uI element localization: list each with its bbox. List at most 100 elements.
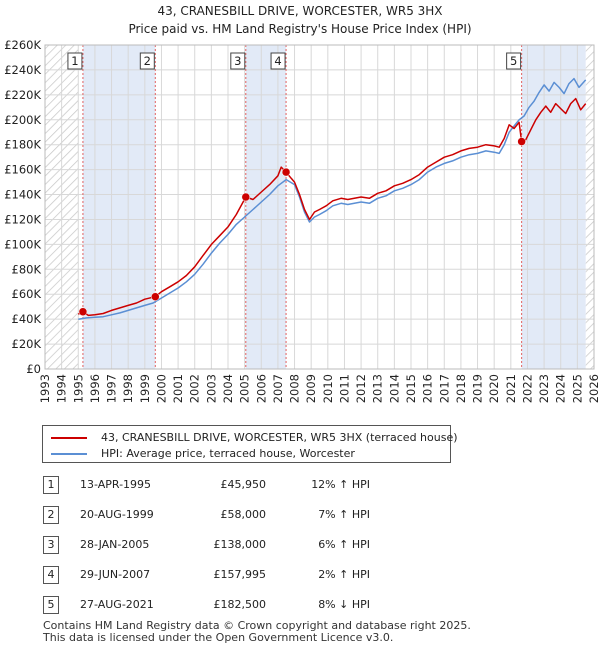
plot-border [44, 44, 595, 370]
x-tick-label: 2015 [404, 374, 418, 403]
x-tick-label: 1997 [105, 374, 119, 403]
sale-label-number: 1 [71, 54, 78, 68]
sale-point [517, 137, 526, 146]
y-tick-label: £220K [4, 88, 41, 102]
sale-label-number: 3 [234, 54, 241, 68]
x-tick-label: 2001 [171, 374, 185, 403]
x-tick-label: 2016 [421, 374, 435, 403]
x-tick-label: 2010 [321, 374, 335, 403]
x-tick-label: 2021 [504, 374, 518, 403]
sale-point [151, 292, 160, 301]
x-tick-label: 1998 [121, 374, 135, 403]
x-tick-label: 2013 [371, 374, 385, 403]
x-tick-label: 1996 [88, 374, 102, 403]
y-tick-label: £260K [4, 38, 41, 52]
ownership-shade [245, 45, 287, 369]
sale-number-badge: 3 [43, 536, 59, 554]
y-tick-label: £100K [4, 237, 41, 251]
hatched-range [585, 45, 594, 369]
x-tick-label: 2004 [221, 374, 235, 403]
footer-line-licence: This data is licensed under the Open Gov… [43, 631, 394, 644]
sale-label-box [139, 52, 155, 70]
sale-number-badge: 5 [43, 596, 59, 614]
x-tick-label: 2026 [587, 374, 600, 403]
x-tick-label: 2018 [454, 374, 468, 403]
legend-swatch-hpi [51, 452, 87, 455]
footer-notice: Contains HM Land Registry data © Crown c… [43, 620, 471, 644]
x-tick-label: 2025 [570, 374, 584, 403]
chart-subtitle: Price paid vs. HM Land Registry's House … [128, 22, 471, 36]
sale-price: £157,995 [213, 568, 267, 581]
x-tick-label: 2005 [238, 374, 252, 403]
sale-label-number: 4 [274, 54, 281, 68]
x-tick-label: 2024 [554, 374, 568, 403]
sale-point [281, 167, 291, 177]
sale-row: 4 29-JUN-2007 £157,995 2% ↑ HPI [0, 566, 600, 586]
legend-item-hpi: HPI: Average price, terraced house, Worc… [51, 447, 355, 460]
y-tick-label: £0 [26, 362, 41, 376]
sale-number-badge: 2 [43, 506, 59, 524]
x-tick-label: 2023 [537, 374, 551, 403]
chart-legend: 43, CRANESBILL DRIVE, WORCESTER, WR5 3HX… [42, 425, 458, 463]
y-tick-label: £60K [12, 287, 42, 301]
x-tick-label: 1994 [55, 374, 69, 403]
y-tick-label: £240K [4, 63, 41, 77]
x-tick-label: 1995 [71, 374, 85, 403]
sale-price: £58,000 [220, 508, 267, 521]
sale-date: 20-AUG-1999 [80, 508, 154, 521]
sale-date: 29-JUN-2007 [80, 568, 151, 581]
sale-row: 1 13-APR-1995 £45,950 12% ↑ HPI [0, 476, 600, 496]
sale-row: 5 27-AUG-2021 £182,500 8% ↓ HPI [0, 596, 600, 616]
x-tick-label: 2007 [271, 374, 285, 403]
legend-swatch-property [51, 436, 87, 439]
sale-hpi-diff: 8% ↓ HPI [318, 598, 370, 611]
y-tick-label: £120K [4, 212, 41, 226]
y-tick-label: £140K [4, 188, 41, 202]
sale-date: 13-APR-1995 [80, 478, 152, 491]
y-tick-label: £40K [12, 312, 42, 326]
x-tick-label: 2014 [387, 374, 401, 403]
legend-label-property: 43, CRANESBILL DRIVE, WORCESTER, WR5 3HX… [101, 431, 458, 444]
sale-date: 27-AUG-2021 [80, 598, 154, 611]
x-tick-label: 2012 [354, 374, 368, 403]
legend-item-property: 43, CRANESBILL DRIVE, WORCESTER, WR5 3HX… [51, 431, 458, 444]
x-tick-label: 2020 [487, 374, 501, 403]
x-tick-label: 2009 [304, 374, 318, 403]
sale-date: 28-JAN-2005 [80, 538, 150, 551]
x-tick-label: 2019 [471, 374, 485, 403]
sale-price: £182,500 [213, 598, 267, 611]
sale-price: £138,000 [213, 538, 267, 551]
sale-point [78, 307, 88, 316]
footer-line-copyright: Contains HM Land Registry data © Crown c… [43, 619, 471, 632]
sale-label-number: 5 [510, 54, 517, 68]
x-tick-label: 2011 [337, 374, 351, 403]
y-tick-label: £180K [4, 138, 41, 152]
x-tick-label: 2003 [204, 374, 218, 403]
sale-label-box [67, 52, 83, 70]
sale-price: £45,950 [220, 478, 267, 491]
sale-label-box [270, 52, 286, 70]
series-line-hpi [78, 77, 587, 320]
y-tick-label: £160K [4, 163, 41, 177]
x-tick-label: 2006 [254, 374, 268, 403]
sale-label-box [506, 52, 522, 70]
sale-hpi-diff: 6% ↑ HPI [318, 538, 370, 551]
sale-hpi-diff: 12% ↑ HPI [311, 478, 370, 491]
x-tick-label: 2017 [437, 374, 451, 403]
sale-hpi-diff: 2% ↑ HPI [318, 568, 370, 581]
y-tick-label: £80K [12, 262, 42, 276]
price-chart: 43, CRANESBILL DRIVE, WORCESTER, WR5 3HX… [4, 4, 600, 403]
x-tick-label: 2008 [288, 374, 302, 403]
x-tick-label: 1993 [38, 374, 52, 403]
sale-hpi-diff: 7% ↑ HPI [318, 508, 370, 521]
x-tick-label: 2022 [520, 374, 534, 403]
x-tick-label: 2002 [188, 374, 202, 403]
legend-label-hpi: HPI: Average price, terraced house, Worc… [101, 447, 355, 460]
chart-title: 43, CRANESBILL DRIVE, WORCESTER, WR5 3HX [157, 4, 442, 18]
sale-number-badge: 1 [43, 476, 59, 494]
y-tick-label: £20K [12, 337, 42, 351]
sale-label-number: 2 [144, 54, 151, 68]
sale-row: 3 28-JAN-2005 £138,000 6% ↑ HPI [0, 536, 600, 556]
x-tick-label: 2000 [154, 374, 168, 403]
x-tick-label: 1999 [138, 374, 152, 403]
